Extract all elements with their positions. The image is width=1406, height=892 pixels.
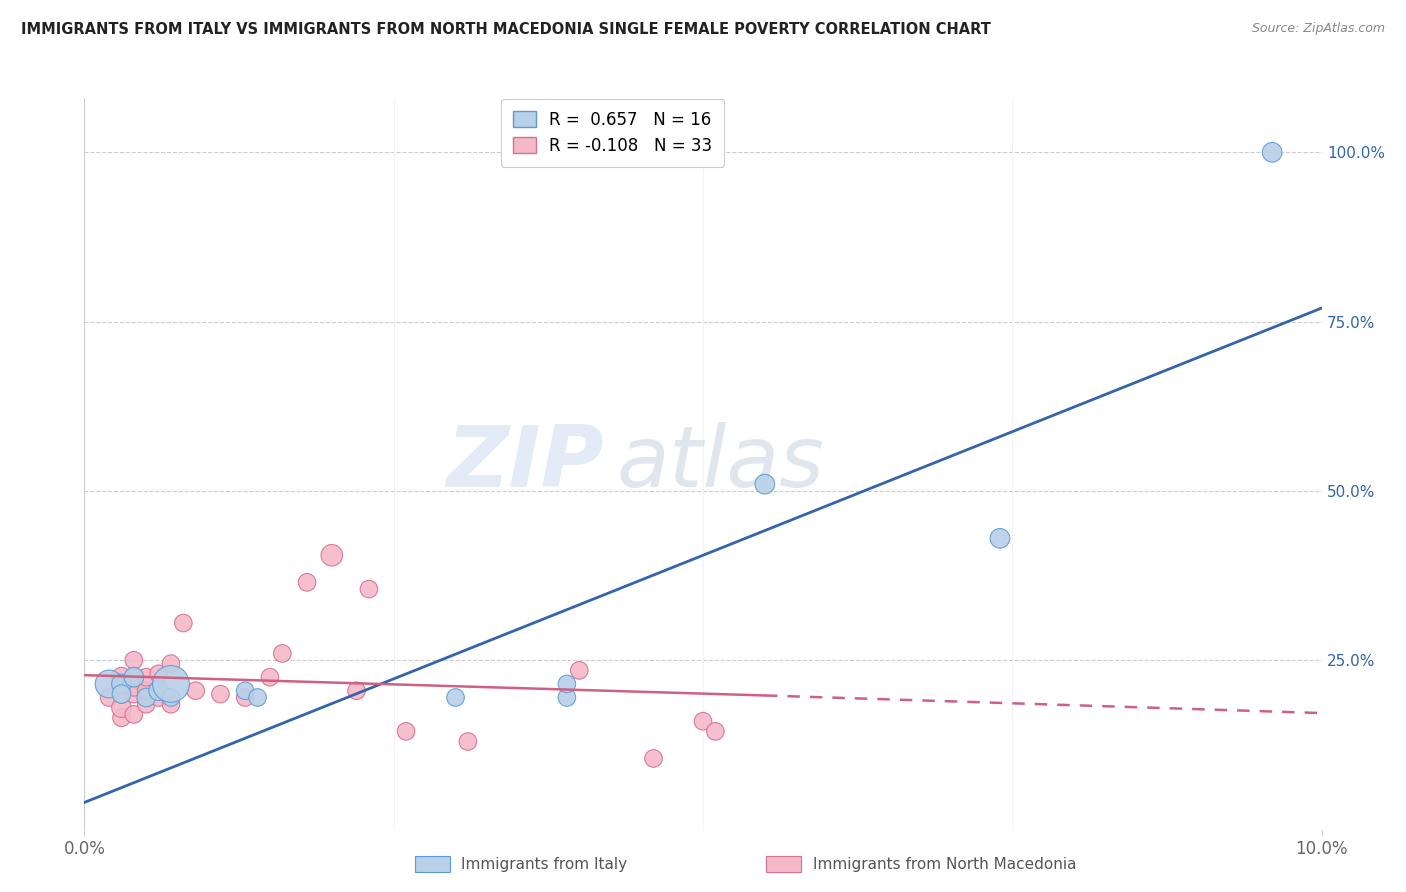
Point	[259, 670, 281, 684]
Point	[209, 687, 232, 701]
Point	[122, 670, 145, 684]
Point	[135, 690, 157, 705]
Point	[233, 683, 256, 698]
Point	[246, 690, 269, 705]
Point	[160, 698, 183, 712]
Point	[148, 690, 170, 705]
Point	[555, 677, 578, 691]
Text: ZIP: ZIP	[446, 422, 605, 506]
FancyBboxPatch shape	[766, 856, 801, 872]
Point	[321, 548, 343, 563]
Point	[110, 687, 132, 701]
Point	[754, 477, 776, 491]
Point	[1261, 145, 1284, 160]
FancyBboxPatch shape	[415, 856, 450, 872]
Text: Immigrants from North Macedonia: Immigrants from North Macedonia	[813, 857, 1076, 871]
Point	[184, 683, 207, 698]
Point	[555, 690, 578, 705]
Point	[110, 670, 132, 684]
Point	[148, 683, 170, 698]
Point	[704, 724, 727, 739]
Point	[110, 700, 132, 714]
Point	[692, 714, 714, 729]
Point	[110, 677, 132, 691]
Point	[122, 681, 145, 695]
Point	[568, 664, 591, 678]
Point	[110, 687, 132, 701]
Point	[148, 666, 170, 681]
Point	[295, 575, 318, 590]
Text: IMMIGRANTS FROM ITALY VS IMMIGRANTS FROM NORTH MACEDONIA SINGLE FEMALE POVERTY C: IMMIGRANTS FROM ITALY VS IMMIGRANTS FROM…	[21, 22, 991, 37]
Point	[172, 615, 194, 630]
Text: atlas: atlas	[616, 422, 824, 506]
Point	[233, 690, 256, 705]
Legend: R =  0.657   N = 16, R = -0.108   N = 33: R = 0.657 N = 16, R = -0.108 N = 33	[501, 99, 724, 167]
Point	[110, 711, 132, 725]
Point	[395, 724, 418, 739]
Point	[346, 683, 368, 698]
Point	[122, 653, 145, 667]
Point	[357, 582, 380, 596]
Point	[160, 657, 183, 671]
Point	[271, 647, 294, 661]
Point	[98, 677, 121, 691]
Point	[988, 532, 1011, 546]
Point	[122, 707, 145, 722]
Point	[122, 687, 145, 701]
Point	[122, 670, 145, 684]
Point	[135, 670, 157, 684]
Point	[160, 690, 183, 705]
Point	[643, 751, 665, 765]
Text: Immigrants from Italy: Immigrants from Italy	[461, 857, 627, 871]
Point	[135, 683, 157, 698]
Point	[444, 690, 467, 705]
Point	[160, 677, 183, 691]
Text: Source: ZipAtlas.com: Source: ZipAtlas.com	[1251, 22, 1385, 36]
Point	[98, 690, 121, 705]
Point	[457, 734, 479, 748]
Point	[135, 698, 157, 712]
